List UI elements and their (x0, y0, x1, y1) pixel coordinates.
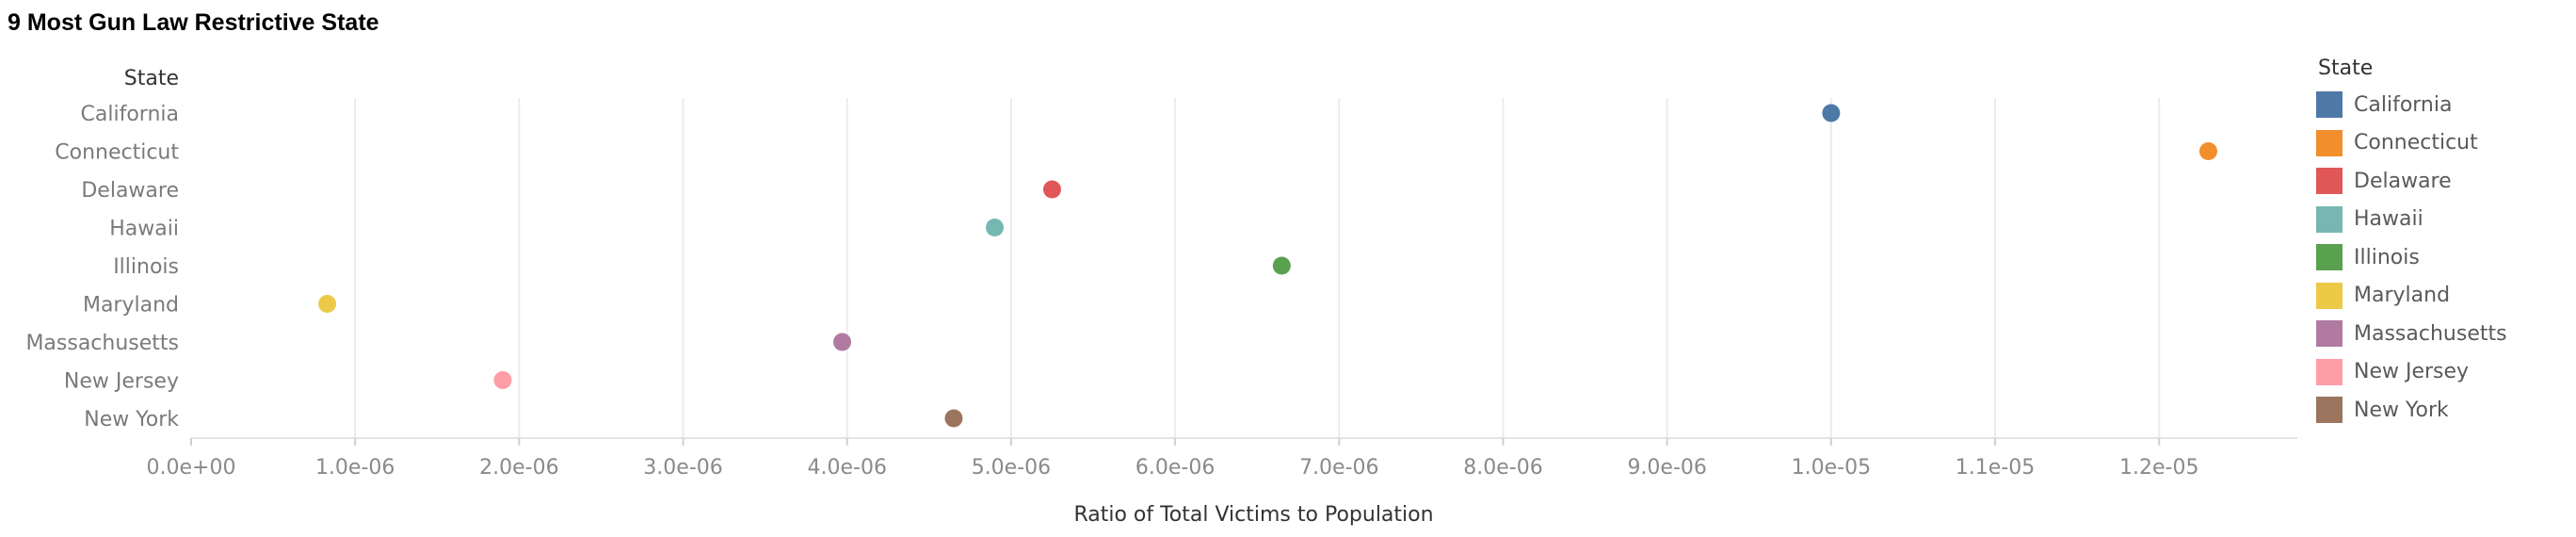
legend-item[interactable]: Massachusetts (2316, 315, 2507, 353)
legend-label: New Jersey (2354, 360, 2470, 384)
x-tick-label: 1.0e-05 (1792, 456, 1871, 480)
legend-swatch (2316, 320, 2343, 348)
legend-swatch (2316, 282, 2343, 309)
y-category-label: Connecticut (55, 141, 179, 165)
y-category-label: Massachusetts (25, 332, 179, 355)
data-points (318, 104, 2217, 428)
data-point[interactable] (1272, 256, 1291, 275)
legend: State California Connecticut Delaware Hawai… (2316, 57, 2507, 430)
legend-title: State (2318, 57, 2374, 80)
legend-swatch (2316, 205, 2343, 233)
legend-label: Maryland (2354, 284, 2451, 308)
legend-label: Connecticut (2354, 131, 2478, 155)
x-tick-label: 4.0e-06 (808, 456, 887, 480)
legend-swatch (2316, 91, 2343, 119)
scatter-chart: 0.0e+00 1.0e-06 2.0e-06 3.0e-06 4.0e-06 5.0e-… (25, 67, 2297, 527)
data-point[interactable] (2198, 142, 2217, 160)
legend-label: Hawaii (2354, 207, 2423, 232)
legend-swatch (2316, 358, 2343, 385)
legend-item[interactable]: New Jersey (2316, 353, 2507, 392)
data-point[interactable] (986, 219, 1005, 236)
legend-item[interactable]: Maryland (2316, 277, 2507, 316)
y-category-label: New York (84, 408, 179, 431)
legend-item[interactable]: Hawaii (2316, 201, 2507, 239)
data-point[interactable] (493, 371, 512, 389)
y-category-label: New Jersey (64, 370, 179, 394)
x-tick-label: 5.0e-06 (972, 456, 1051, 480)
legend-label: California (2354, 92, 2453, 117)
y-category-label: Illinois (113, 255, 179, 279)
data-point[interactable] (1822, 104, 1841, 122)
y-category-label: Maryland (83, 294, 179, 317)
x-tick-label: 1.2e-05 (2119, 456, 2198, 480)
x-tick-label: 0.0e+00 (147, 456, 236, 480)
x-ticks: 0.0e+00 1.0e-06 2.0e-06 3.0e-06 4.0e-06 5.0e-… (147, 438, 2198, 480)
y-category-label: Hawaii (109, 218, 179, 241)
legend-item[interactable]: Delaware (2316, 162, 2507, 201)
x-tick-label: 1.1e-05 (1956, 456, 2035, 480)
gridlines (354, 98, 2161, 438)
x-tick-label: 7.0e-06 (1299, 456, 1378, 480)
legend-item[interactable]: Illinois (2316, 238, 2507, 277)
legend-swatch (2316, 397, 2343, 424)
legend-swatch (2316, 168, 2343, 195)
y-category-label: California (81, 103, 179, 126)
legend-item[interactable]: New York (2316, 391, 2507, 430)
data-point[interactable] (1042, 180, 1061, 199)
data-point[interactable] (318, 295, 337, 313)
legend-item[interactable]: Connecticut (2316, 124, 2507, 163)
x-axis-title: Ratio of Total Victims to Population (1073, 503, 1433, 527)
legend-label: New York (2354, 398, 2449, 422)
legend-label: Delaware (2354, 169, 2452, 193)
x-tick-label: 3.0e-06 (643, 456, 722, 480)
x-tick-label: 6.0e-06 (1135, 456, 1215, 480)
legend-items: California Connecticut Delaware Hawaii Illin… (2316, 86, 2507, 430)
chart-title: 9 Most Gun Law Restrictive State (8, 9, 379, 36)
data-point[interactable] (833, 333, 852, 351)
legend-swatch (2316, 244, 2343, 271)
data-point[interactable] (944, 409, 963, 428)
legend-label: Massachusetts (2354, 321, 2507, 346)
y-axis-title: State (124, 67, 179, 90)
x-tick-label: 8.0e-06 (1463, 456, 1542, 480)
legend-label: Illinois (2354, 245, 2420, 269)
legend-swatch (2316, 129, 2343, 156)
x-tick-label: 2.0e-06 (479, 456, 558, 480)
y-category-label: Delaware (81, 179, 179, 203)
x-tick-label: 1.0e-06 (315, 456, 394, 480)
x-tick-label: 9.0e-06 (1627, 456, 1706, 480)
y-category-labels: California Connecticut Delaware Hawaii Illin… (25, 103, 179, 431)
legend-item[interactable]: California (2316, 86, 2507, 124)
